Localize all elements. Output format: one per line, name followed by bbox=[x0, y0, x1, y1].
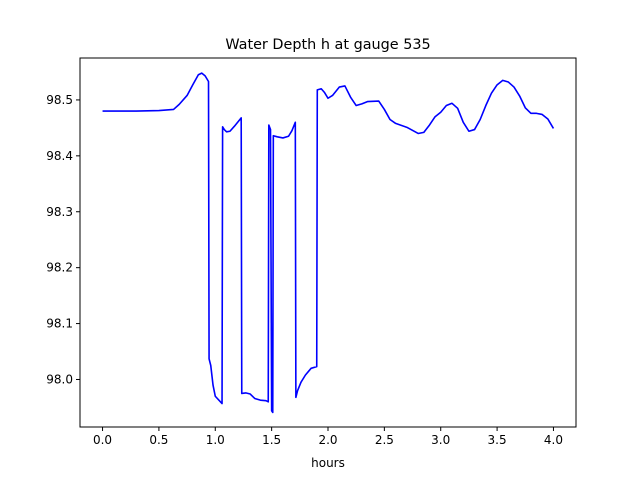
plot-area bbox=[80, 58, 576, 427]
x-tick-label: 2.0 bbox=[318, 433, 337, 447]
x-axis: 0.0 0.5 1.0 1.5 2.0 2.5 3.0 3.5 4.0 bbox=[93, 427, 563, 447]
x-tick-label: 1.0 bbox=[206, 433, 225, 447]
series-line bbox=[102, 72, 555, 414]
x-tick-label: 0.0 bbox=[93, 433, 112, 447]
y-tick-label: 98.2 bbox=[46, 261, 73, 275]
x-tick-label: 4.0 bbox=[544, 433, 563, 447]
series-layer bbox=[102, 72, 555, 414]
x-tick-label: 0.5 bbox=[149, 433, 168, 447]
y-tick-label: 98.5 bbox=[46, 93, 73, 107]
x-tick-label: 1.5 bbox=[262, 433, 281, 447]
chart-title: Water Depth h at gauge 535 bbox=[225, 37, 430, 53]
y-tick-label: 98.0 bbox=[46, 372, 73, 386]
y-tick-label: 98.4 bbox=[46, 149, 73, 163]
y-tick-label: 98.1 bbox=[46, 317, 73, 331]
x-tick-label: 3.5 bbox=[488, 433, 507, 447]
x-axis-label: hours bbox=[311, 456, 345, 470]
y-axis: 98.0 98.1 98.2 98.3 98.4 98.5 bbox=[46, 93, 80, 386]
x-tick-label: 3.0 bbox=[431, 433, 450, 447]
x-tick-label: 2.5 bbox=[375, 433, 394, 447]
y-tick-label: 98.3 bbox=[46, 205, 73, 219]
